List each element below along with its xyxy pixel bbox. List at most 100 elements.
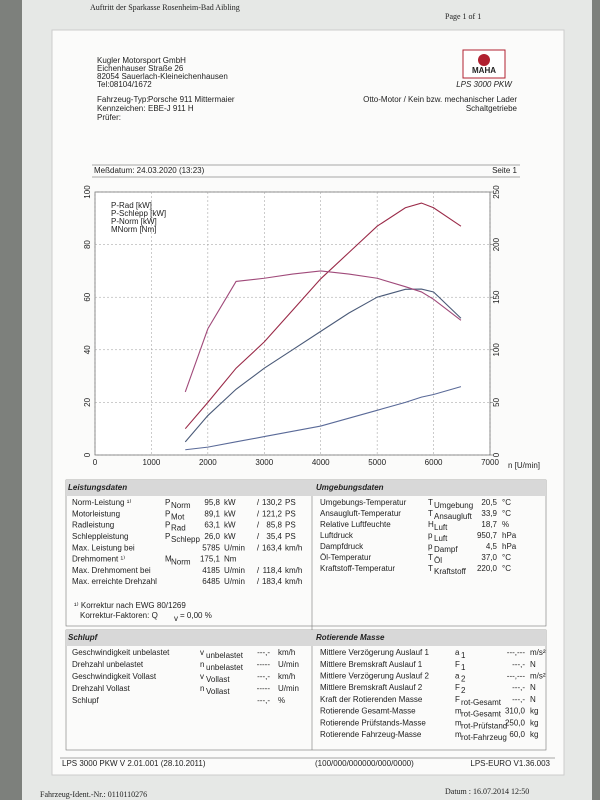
y2-tick-label: 50 bbox=[492, 397, 501, 406]
row-value: N bbox=[530, 660, 536, 669]
row-value: 95,8 bbox=[204, 498, 220, 507]
row-value: 89,1 bbox=[204, 509, 220, 518]
row-value: / bbox=[257, 498, 260, 507]
legend-entry: MNorm [Nm] bbox=[111, 225, 156, 234]
symbol-sub: 2 bbox=[461, 675, 466, 684]
row-value: km/h bbox=[278, 672, 295, 681]
row-value: m/s² bbox=[530, 672, 546, 681]
section-title: Schlupf bbox=[68, 633, 99, 642]
legend-entry: P-Rad [kW] bbox=[111, 201, 152, 210]
row-value: 4185 bbox=[202, 566, 220, 575]
section-header-bg bbox=[312, 630, 546, 646]
symbol: m bbox=[455, 707, 462, 716]
row-value: °C bbox=[502, 564, 511, 573]
y2-tick-label: 200 bbox=[492, 237, 501, 251]
row-label: Max. Drehmoment bei bbox=[72, 566, 151, 575]
row-value: kg bbox=[530, 718, 538, 727]
symbol: P bbox=[165, 532, 170, 541]
factor-label: Korrektur-Faktoren: Q bbox=[80, 611, 158, 620]
symbol-sub: rot-Gesamt bbox=[461, 710, 502, 719]
symbol-sub: Vollast bbox=[206, 675, 230, 684]
symbol: M bbox=[165, 555, 172, 564]
legend-entry: P-Norm [kW] bbox=[111, 217, 157, 226]
row-label: Kraft der Rotierenden Masse bbox=[320, 695, 423, 704]
label: Fahrzeug-Typ: bbox=[97, 95, 149, 104]
x-tick-label: 4000 bbox=[312, 458, 330, 467]
section-header-bg bbox=[312, 480, 546, 496]
row-value: ---,- bbox=[512, 683, 525, 692]
symbol: T bbox=[428, 564, 433, 573]
row-value: 130,2 bbox=[262, 498, 283, 507]
company-line: Eichenhauser Straße 26 bbox=[97, 64, 184, 73]
symbol: T bbox=[428, 498, 433, 507]
vehicle-type: Porsche 911 Mittermaier bbox=[148, 95, 235, 104]
row-value: 37,0 bbox=[481, 553, 497, 562]
symbol: v bbox=[200, 648, 204, 657]
row-value: U/min bbox=[278, 684, 299, 693]
symbol: F bbox=[455, 660, 460, 669]
y2-tick-label: 0 bbox=[492, 452, 501, 457]
series-line bbox=[184, 270, 462, 393]
row-label: Ansaugluft-Temperatur bbox=[320, 509, 401, 518]
row-value: 63,1 bbox=[204, 521, 220, 530]
factor-sub: v bbox=[174, 614, 178, 623]
factor-value: = 0,00 % bbox=[180, 611, 212, 620]
row-value: PS bbox=[285, 521, 296, 530]
legend-entry: P-Schlepp [kW] bbox=[111, 209, 166, 218]
row-label: Luftdruck bbox=[320, 531, 354, 540]
symbol-sub: Norm bbox=[171, 501, 191, 510]
symbol: P bbox=[165, 521, 170, 530]
footer-right: LPS-EURO V1.36.003 bbox=[470, 759, 550, 768]
row-value: / bbox=[257, 566, 260, 575]
y2-tick-label: 150 bbox=[492, 290, 501, 304]
row-label: Öl-Temperatur bbox=[320, 553, 371, 562]
row-value: ----- bbox=[257, 660, 271, 669]
row-value: kW bbox=[224, 532, 236, 541]
row-value: 18,7 bbox=[481, 520, 497, 529]
row-value: ----- bbox=[257, 684, 271, 693]
row-label: Drehzahl Vollast bbox=[72, 684, 131, 693]
row-value: 175,1 bbox=[200, 555, 221, 564]
x-axis-label: n [U/min] bbox=[508, 461, 540, 470]
symbol-sub: rot-Gesamt bbox=[461, 698, 502, 707]
measure-page: Seite 1 bbox=[492, 166, 517, 175]
row-label: Norm-Leistung ¹⁾ bbox=[72, 498, 131, 507]
row-label: Umgebungs-Temperatur bbox=[320, 498, 407, 507]
symbol-sub: unbelastet bbox=[206, 651, 244, 660]
row-label: Kraftstoff-Temperatur bbox=[320, 564, 395, 573]
measure-date: Meßdatum: 24.03.2020 (13:23) bbox=[94, 166, 205, 175]
section-header-bg bbox=[66, 480, 312, 496]
symbol-sub: 1 bbox=[461, 663, 466, 672]
row-value: ---,--- bbox=[507, 648, 526, 657]
x-tick-label: 6000 bbox=[425, 458, 443, 467]
symbol-sub: 1 bbox=[461, 651, 466, 660]
symbol-sub: unbelastet bbox=[206, 663, 244, 672]
row-value: 250,0 bbox=[505, 718, 526, 727]
symbol-sub: 2 bbox=[461, 686, 466, 695]
symbol: v bbox=[200, 672, 204, 681]
row-label: Rotierende Prüfstands-Masse bbox=[320, 718, 426, 727]
symbol: F bbox=[455, 695, 460, 704]
row-value: km/h bbox=[285, 543, 302, 552]
row-value: °C bbox=[502, 498, 511, 507]
row-value: / bbox=[257, 577, 260, 586]
row-value: % bbox=[502, 520, 509, 529]
row-value: hPa bbox=[502, 542, 517, 551]
section-header-bg bbox=[66, 630, 312, 646]
symbol: p bbox=[428, 531, 433, 540]
x-tick-label: 3000 bbox=[255, 458, 273, 467]
row-value: U/min bbox=[278, 660, 299, 669]
x-tick-label: 0 bbox=[93, 458, 98, 467]
symbol: T bbox=[428, 553, 433, 562]
row-value: ---,- bbox=[512, 695, 525, 704]
symbol-sub: Kraftstoff bbox=[434, 567, 467, 576]
row-value: / bbox=[257, 509, 260, 518]
row-value: 35,4 bbox=[266, 532, 282, 541]
logo-icon bbox=[478, 54, 490, 66]
row-label: Relative Luftfeuchte bbox=[320, 520, 391, 529]
row-value: 33,9 bbox=[481, 509, 497, 518]
row-value: km/h bbox=[285, 566, 302, 575]
symbol: a bbox=[455, 672, 460, 681]
row-value: N bbox=[530, 683, 536, 692]
